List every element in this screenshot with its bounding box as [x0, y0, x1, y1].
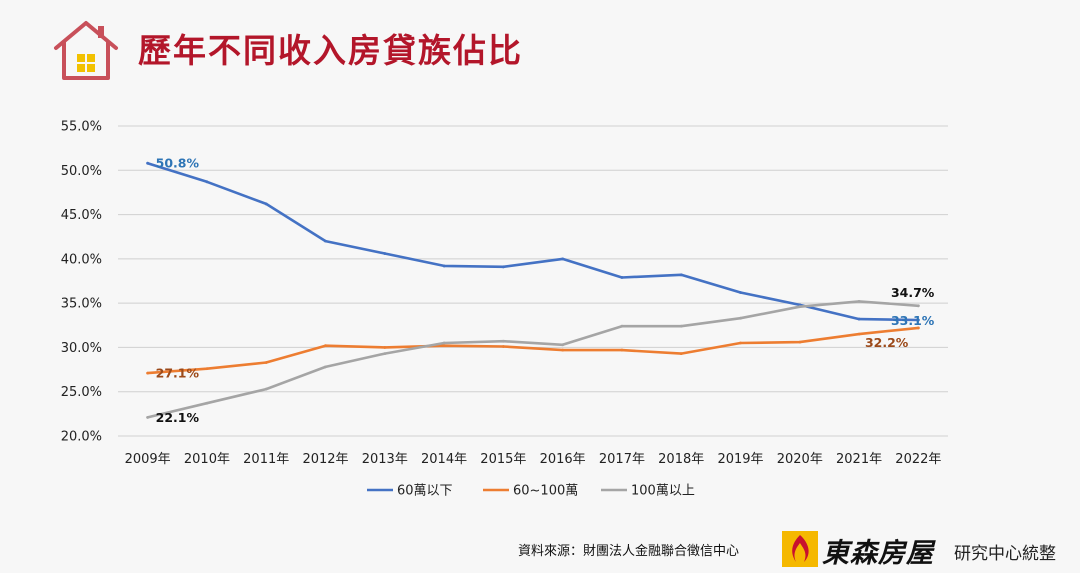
flame-logo-icon [782, 531, 818, 567]
data-point [798, 340, 802, 344]
x-tick-label: 2019年 [717, 452, 763, 467]
legend: 60萬以下 60~100萬 100萬以上 [367, 484, 695, 499]
data-point [264, 387, 268, 391]
x-tick-label: 2020年 [777, 452, 823, 467]
legend-item: 100萬以上 [601, 484, 695, 499]
y-tick-label: 50.0% [61, 164, 102, 179]
data-point [383, 352, 387, 356]
footer: 資料來源：財團法人金融聯合徵信中心 東森房屋 研究中心統整 [0, 525, 1080, 573]
legend-label: 60~100萬 [513, 484, 578, 499]
x-tick-label: 2012年 [302, 452, 348, 467]
data-point [620, 324, 624, 328]
data-point [679, 352, 683, 356]
x-tick-label: 2011年 [243, 452, 289, 467]
data-point [679, 273, 683, 277]
data-point [561, 343, 565, 347]
y-tick-label: 25.0% [61, 385, 102, 400]
grid-lines [118, 125, 948, 437]
x-tick-label: 2013年 [362, 452, 408, 467]
data-point [798, 305, 802, 309]
data-label: 27.1% [156, 366, 200, 381]
line-chart: 55.0% 50.0% 45.0% 40.0% 35.0% 30.0% 25.0% 20.0%… [61, 120, 948, 499]
x-tick-label: 2021年 [836, 452, 882, 467]
series-line [146, 161, 920, 322]
x-tick-label: 2009年 [125, 452, 171, 467]
y-tick-label: 30.0% [61, 341, 102, 356]
data-point [561, 348, 565, 352]
legend-item: 60~100萬 [483, 484, 578, 499]
data-point [383, 252, 387, 255]
header: 歷年不同收入房貸族佔比 [0, 0, 1080, 100]
data-label: 32.2% [865, 335, 909, 350]
data-point [324, 239, 327, 243]
y-tick-label: 55.0% [61, 120, 102, 135]
data-point [146, 416, 150, 419]
data-label: 22.1% [156, 410, 200, 425]
x-tick-label: 2014年 [421, 452, 467, 467]
data-labels: 50.8% 33.1% 27.1% 32.2% 22.1% 34.7% [156, 156, 935, 425]
data-point [442, 264, 446, 268]
data-point [739, 341, 742, 345]
data-point [442, 341, 446, 345]
series-line [146, 326, 920, 375]
data-label: 34.7% [891, 285, 935, 300]
data-label: 33.1% [891, 313, 935, 328]
data-point [501, 345, 505, 348]
data-point [739, 316, 742, 320]
legend-label: 60萬以下 [397, 484, 453, 499]
data-point [739, 291, 742, 294]
data-point [916, 326, 920, 330]
data-label: 50.8% [156, 156, 200, 171]
data-point [324, 365, 327, 369]
x-tick-label: 2022年 [895, 452, 941, 467]
data-point [205, 180, 209, 184]
data-point [264, 202, 268, 206]
data-point [620, 348, 624, 352]
x-tick-label: 2017年 [599, 452, 645, 467]
data-point [857, 299, 861, 303]
series-lines [146, 161, 920, 419]
brand-name: 東森房屋 [822, 538, 934, 569]
x-tick-label: 2016年 [540, 452, 586, 467]
data-point [561, 257, 565, 261]
x-tick-label: 2015年 [480, 452, 526, 467]
data-point [620, 276, 624, 279]
data-point [383, 346, 387, 349]
y-tick-label: 20.0% [61, 430, 102, 445]
x-tick-label: 2010年 [184, 452, 230, 467]
data-point [857, 317, 861, 321]
series-line [146, 300, 920, 419]
data-point [857, 332, 861, 336]
data-source: 資料來源：財團法人金融聯合徵信中心 [518, 544, 740, 559]
y-tick-label: 45.0% [61, 208, 102, 223]
y-tick-label: 35.0% [61, 297, 102, 312]
x-tick-label: 2018年 [658, 452, 704, 467]
data-point [205, 401, 209, 405]
legend-label: 100萬以上 [631, 484, 695, 499]
data-point [146, 161, 150, 165]
legend-item: 60萬以下 [367, 484, 453, 499]
data-point [501, 265, 505, 269]
data-point [205, 367, 209, 371]
brand-suffix: 研究中心統整 [954, 544, 1056, 564]
x-axis: 2009年 2010年 2011年 2012年 2013年 2014年 2015年 2016年… [125, 452, 942, 467]
y-tick-label: 40.0% [61, 252, 102, 267]
data-point [442, 344, 446, 348]
data-point [146, 371, 150, 375]
data-point [916, 304, 920, 308]
y-axis: 55.0% 50.0% 45.0% 40.0% 35.0% 30.0% 25.0% 20.0% [61, 120, 102, 445]
data-point [501, 339, 505, 343]
data-point [679, 324, 683, 328]
data-point [916, 318, 920, 322]
house-icon [54, 21, 118, 80]
page-title: 歷年不同收入房貸族佔比 [138, 31, 523, 70]
data-point [264, 361, 268, 364]
data-point [324, 344, 327, 348]
